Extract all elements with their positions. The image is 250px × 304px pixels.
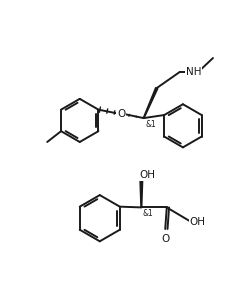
Polygon shape <box>140 180 142 207</box>
Text: O: O <box>161 234 170 244</box>
Text: OH: OH <box>189 217 205 227</box>
Text: &1: &1 <box>144 120 155 129</box>
Polygon shape <box>143 88 157 118</box>
Text: NH: NH <box>185 67 201 77</box>
Text: O: O <box>116 109 125 119</box>
Text: OH: OH <box>139 170 155 180</box>
Text: &1: &1 <box>142 209 152 218</box>
